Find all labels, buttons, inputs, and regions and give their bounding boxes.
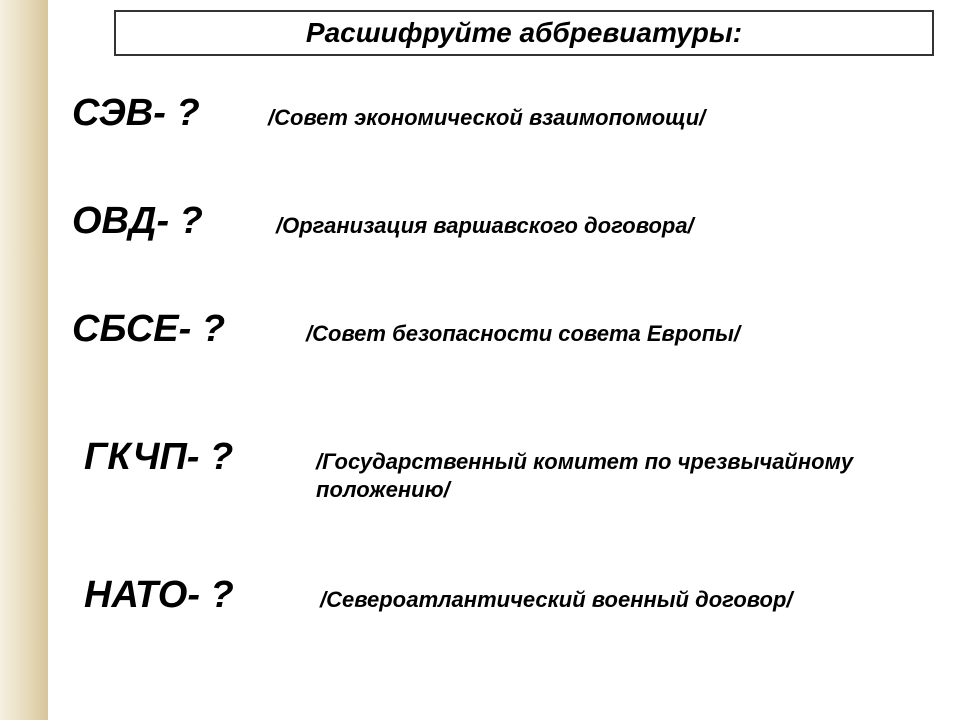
sidebar-gradient — [0, 0, 48, 720]
title-text: Расшифруйте аббревиатуры: — [306, 17, 742, 49]
abbr-4: НАТО- ? — [84, 574, 234, 617]
abbr-0: СЭВ- ? — [72, 92, 200, 135]
abbr-3: ГКЧП- ? — [84, 436, 233, 479]
content-area: Расшифруйте аббревиатуры: СЭВ- ? /Совет … — [48, 0, 960, 720]
abbr-1: ОВД- ? — [72, 200, 203, 243]
answer-1: /Организация варшавского договора/ — [276, 212, 916, 240]
answer-4: /Североатлантический военный договор/ — [320, 586, 940, 614]
page: Расшифруйте аббревиатуры: СЭВ- ? /Совет … — [0, 0, 960, 720]
answer-2: /Совет безопасности совета Европы/ — [306, 320, 946, 348]
title-box: Расшифруйте аббревиатуры: — [114, 10, 934, 56]
answer-0: /Совет экономической взаимопомощи/ — [268, 104, 908, 132]
answer-3: /Государственный комитет по чрезвычайном… — [316, 448, 916, 503]
abbr-2: СБСЕ- ? — [72, 308, 225, 351]
